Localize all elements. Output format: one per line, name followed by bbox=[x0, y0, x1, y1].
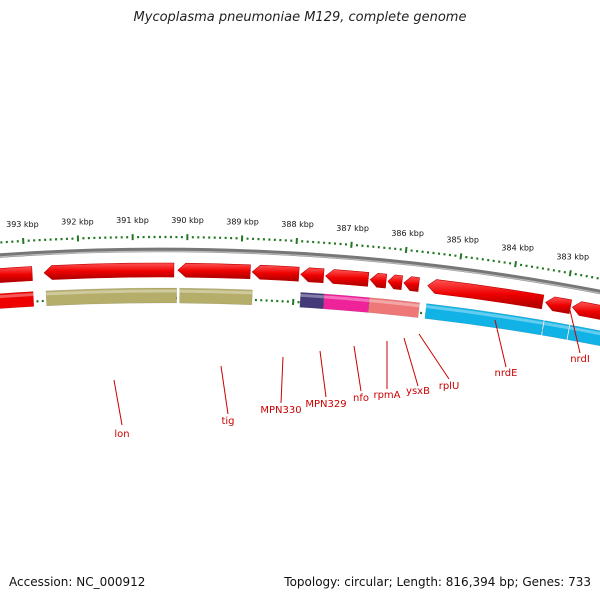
kbp-label: 388 kbp bbox=[281, 220, 314, 229]
map-title: Mycoplasma pneumoniae M129, complete gen… bbox=[133, 10, 467, 25]
kbp-label: 389 kbp bbox=[226, 217, 259, 226]
kbp-labels: 393 kbp 392 kbp 391 kbp 390 kbp 389 kbp 388 k… bbox=[6, 216, 589, 261]
cds-block bbox=[45, 287, 177, 307]
cds-block-highlight bbox=[323, 295, 370, 303]
cds-arrow bbox=[427, 279, 545, 310]
major-tick bbox=[568, 270, 572, 277]
cds-block bbox=[567, 324, 600, 347]
kbp-label: 391 kbp bbox=[116, 216, 149, 225]
cds-block bbox=[299, 292, 325, 310]
gene-label: nrdE bbox=[495, 368, 518, 379]
cds-arrow bbox=[43, 262, 175, 280]
cds-block-highlight bbox=[45, 289, 177, 296]
backbone-ring bbox=[0, 247, 600, 295]
accession-label: Accession: NC_000912 bbox=[9, 575, 146, 589]
kbp-label: 393 kbp bbox=[6, 220, 39, 229]
gene-label: rpmA bbox=[373, 390, 400, 401]
gene-label: MPN330 bbox=[260, 405, 301, 416]
gene-label: nfo bbox=[353, 393, 369, 404]
kbp-label: 384 kbp bbox=[501, 243, 534, 252]
cds-track-reverse bbox=[0, 287, 600, 347]
gene-label: MPN329 bbox=[305, 399, 346, 410]
gene-label: rplU bbox=[439, 381, 460, 392]
genome-summary: Topology: circular; Length: 816,394 bp; … bbox=[284, 575, 591, 589]
gene-leader-line bbox=[568, 305, 581, 354]
kbp-label: 392 kbp bbox=[61, 217, 94, 226]
gene-leader-line bbox=[353, 345, 362, 392]
kbp-label: 387 kbp bbox=[336, 224, 369, 233]
cds-block bbox=[179, 287, 253, 306]
cds-track-forward bbox=[0, 262, 600, 320]
cds-block-highlight bbox=[0, 293, 34, 299]
outer-scale-track bbox=[0, 234, 599, 280]
backbone-arc bbox=[0, 247, 600, 295]
cds-arrow bbox=[403, 276, 420, 292]
cds-block-highlight bbox=[369, 299, 420, 308]
major-tick bbox=[404, 246, 408, 254]
backbone-highlight bbox=[0, 250, 600, 294]
kbp-label: 390 kbp bbox=[171, 216, 204, 225]
kbp-label: 383 kbp bbox=[556, 252, 589, 261]
cds-arrow bbox=[571, 301, 600, 320]
cds-arrow bbox=[325, 269, 370, 287]
gene-leader-line bbox=[220, 365, 229, 415]
gene-leader-line bbox=[418, 333, 450, 380]
gene-leader-line bbox=[113, 379, 123, 426]
cds-block bbox=[424, 303, 544, 336]
cds-block-highlight bbox=[543, 321, 569, 330]
gene-label: lon bbox=[114, 429, 129, 440]
cds-block-highlight bbox=[569, 326, 600, 336]
cds-arrow bbox=[0, 266, 33, 283]
cds-arrow bbox=[369, 272, 388, 289]
cds-block bbox=[541, 320, 570, 340]
gene-leader-line bbox=[280, 356, 284, 404]
cds-block-highlight bbox=[300, 293, 325, 299]
cds-block bbox=[0, 291, 35, 309]
gene-label: ysxB bbox=[406, 386, 430, 397]
gene-leader-line bbox=[403, 337, 419, 387]
cds-arrow bbox=[387, 274, 403, 290]
gene-label: nrdI bbox=[570, 354, 590, 365]
kbp-label: 385 kbp bbox=[446, 236, 479, 245]
cds-block-highlight bbox=[179, 289, 253, 295]
cds-block bbox=[367, 297, 420, 318]
cds-arrow bbox=[300, 267, 325, 284]
gene-leader-line bbox=[319, 350, 327, 398]
cds-block-highlight bbox=[426, 305, 544, 325]
cds-arrow bbox=[545, 296, 573, 314]
gene-label: tig bbox=[221, 416, 234, 427]
kbp-label: 386 kbp bbox=[391, 229, 424, 238]
cds-arrow bbox=[177, 262, 251, 280]
major-tick bbox=[514, 261, 518, 268]
gene-leader-line bbox=[494, 319, 507, 368]
major-tick bbox=[459, 253, 463, 260]
cds-arrow bbox=[251, 264, 300, 282]
gene-labels: lon tig MPN330 MPN329 nfo rpmA ysxB rplU nrdE nrd… bbox=[113, 305, 590, 440]
